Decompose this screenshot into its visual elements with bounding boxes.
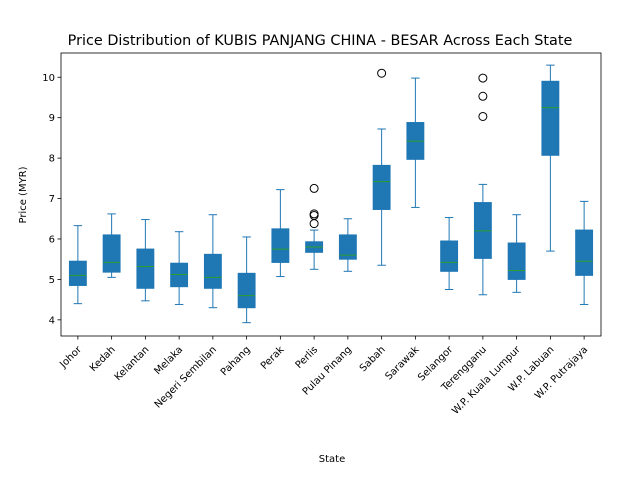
y-axis-label: Price (MYR) [18,166,29,223]
box-body [440,240,459,272]
box-body [203,253,222,289]
outlier-point [377,68,387,78]
y-tick-label: 5 [49,275,55,286]
y-tick-label: 7 [49,194,55,205]
box-body [102,234,121,273]
box-4 [170,231,189,305]
box-body [541,80,560,156]
box-14 [507,214,526,293]
box-body [575,229,594,276]
box-body [136,248,155,289]
box-5 [203,214,222,309]
y-tick-label: 8 [49,154,55,165]
outlier-point [478,111,488,121]
box-11 [406,77,425,208]
y-tick-label: 4 [49,315,55,326]
box-1 [68,225,87,305]
boxes-layer [68,64,594,324]
box-13 [473,73,492,296]
box-16 [575,200,594,305]
box-3 [136,219,155,302]
y-tick-label: 10 [42,73,55,84]
y-ticks-layer: 4 5 6 7 8 9 10 [42,73,61,326]
chart-title: Price Distribution of KUBIS PANJANG CHIN… [68,33,573,49]
x-axis-label: State [319,454,345,465]
box-body [237,272,256,309]
y-tick-label: 6 [49,234,55,245]
outlier-point [309,183,319,193]
box-body [271,228,290,263]
box-7 [271,189,290,278]
box-body [372,164,391,210]
box-body [507,242,526,280]
plot-frame [60,52,602,337]
outlier-point [478,73,488,83]
box-2 [102,213,121,278]
y-tick-label: 9 [49,113,55,124]
box-9 [338,218,357,272]
box-15 [541,64,560,252]
box-10 [372,68,391,266]
box-body [68,260,87,286]
outlier-point [309,209,319,219]
box-6 [237,236,256,324]
outlier-point [478,91,488,101]
box-12 [440,217,459,291]
box-body [338,234,357,260]
box-8 [305,183,324,270]
